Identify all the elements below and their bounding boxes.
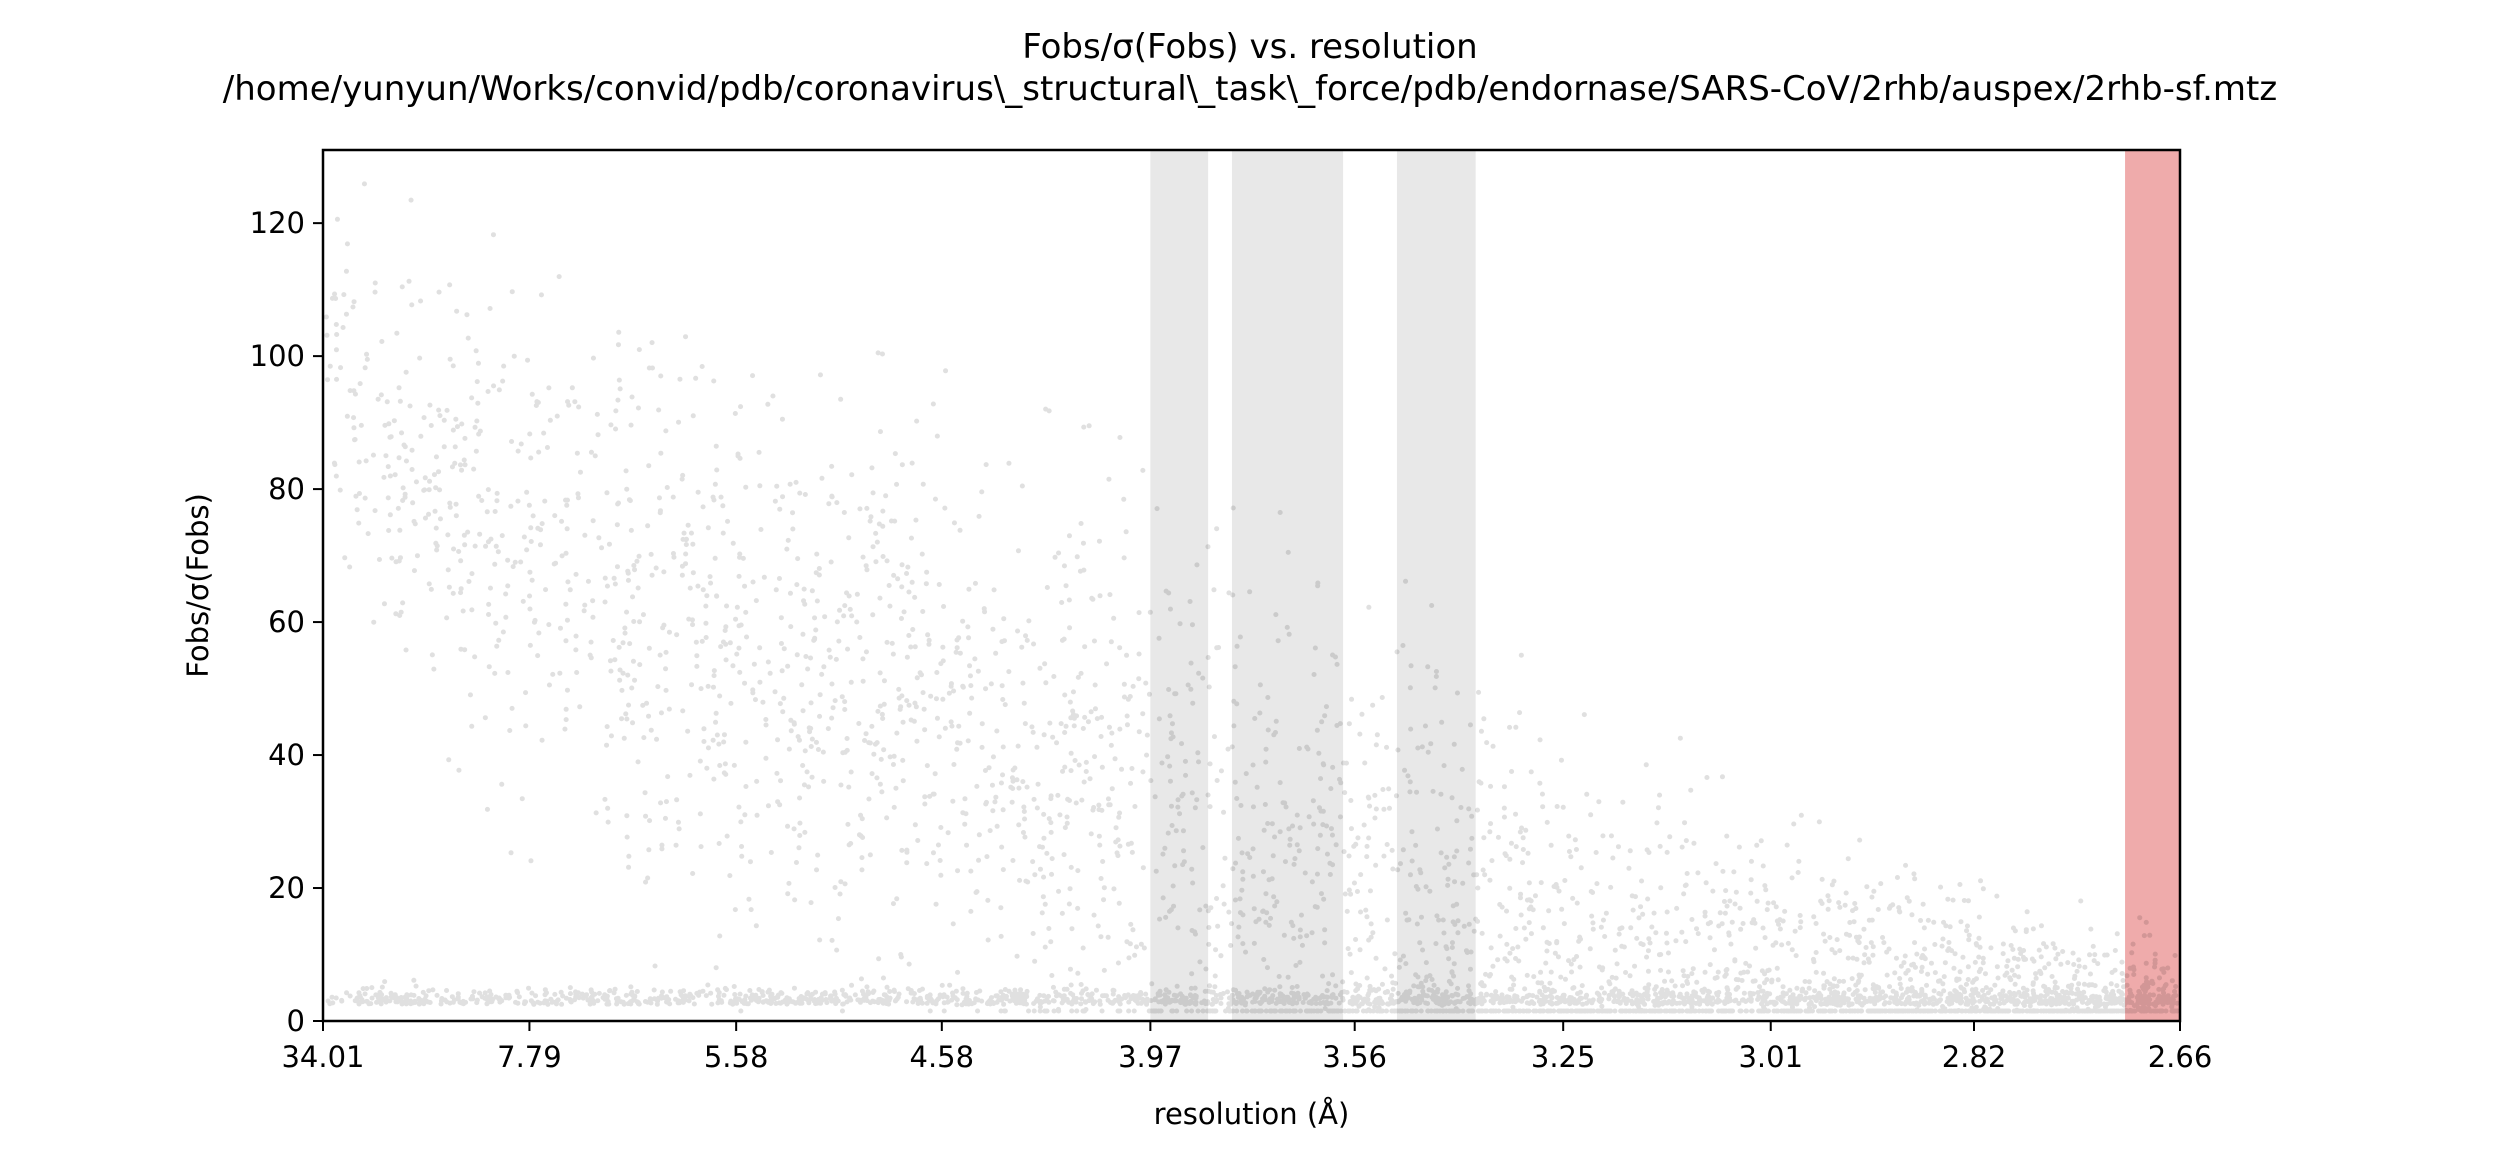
y-tick-label: 120 <box>250 206 305 240</box>
x-tick-label: 3.56 <box>1322 1040 1387 1074</box>
x-tick-label: 2.82 <box>1942 1040 2007 1074</box>
x-tick-label: 5.58 <box>704 1040 769 1074</box>
ice-ring-band <box>2125 150 2180 1021</box>
y-axis-label: Fobs/σ(Fobs) <box>181 493 215 678</box>
excluded-band-1 <box>1150 150 1209 1021</box>
excluded-band-3 <box>1396 150 1476 1021</box>
x-tick-label: 7.79 <box>497 1040 562 1074</box>
chart-title-block: Fobs/σ(Fobs) vs. resolution /home/yunyun… <box>0 26 2500 110</box>
x-axis-label: resolution (Å) <box>1154 1097 1350 1131</box>
y-tick-label: 80 <box>268 472 305 506</box>
y-tick-label: 100 <box>250 339 305 373</box>
y-tick-label: 40 <box>268 738 305 772</box>
chart-subtitle: /home/yunyun/Works/convid/pdb/coronaviru… <box>222 69 2278 109</box>
x-tick-label: 34.01 <box>281 1040 364 1074</box>
y-tick-label: 20 <box>268 871 305 905</box>
x-tick-label: 2.66 <box>2148 1040 2213 1074</box>
x-tick-label: 3.25 <box>1531 1040 1596 1074</box>
plot-frame <box>321 148 2182 1023</box>
y-tick-label: 60 <box>268 605 305 639</box>
x-tick-label: 3.01 <box>1738 1040 1803 1074</box>
data-points <box>323 181 2180 1014</box>
y-tick-label: 0 <box>287 1004 305 1038</box>
x-ticks: 34.01 7.79 5.58 4.58 3.97 3.56 3.25 3.01 2.82 2.6… <box>281 1021 2212 1074</box>
chart-title: Fobs/σ(Fobs) vs. resolution <box>1022 27 1478 67</box>
x-tick-label: 3.97 <box>1118 1040 1183 1074</box>
points-layer <box>323 181 2180 1014</box>
excluded-band-2 <box>1231 150 1344 1021</box>
x-tick-label: 4.58 <box>910 1040 975 1074</box>
bands-layer <box>1150 150 2180 1021</box>
y-ticks: 0 20 40 60 80 100 120 <box>250 206 323 1038</box>
